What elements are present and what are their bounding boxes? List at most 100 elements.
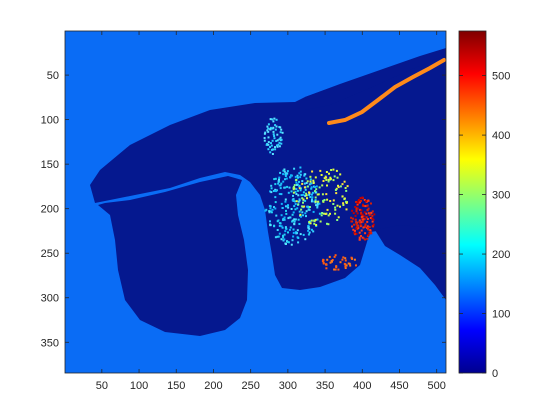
speckle-pixel xyxy=(305,177,308,180)
speckle-pixel xyxy=(295,179,298,181)
speckle-pixel xyxy=(295,200,298,203)
speckle-pixel xyxy=(337,186,340,189)
speckle-pixel xyxy=(364,205,367,208)
speckle-pixel xyxy=(284,200,287,203)
speckle-pixel xyxy=(297,241,300,244)
speckle-pixel xyxy=(343,197,346,200)
speckle-pixel xyxy=(284,175,287,177)
speckle-pixel xyxy=(272,130,275,133)
speckle-pixel xyxy=(362,237,365,240)
speckle-pixel xyxy=(278,141,281,144)
speckle-pixel xyxy=(299,166,302,169)
speckle-pixel xyxy=(275,190,277,193)
speckle-pixel xyxy=(282,234,285,237)
speckle-pixel xyxy=(363,211,366,214)
speckle-pixel xyxy=(291,220,294,223)
speckle-pixel xyxy=(322,258,325,261)
speckle-pixel xyxy=(360,213,363,215)
speckle-pixel xyxy=(294,190,297,193)
speckle-pixel xyxy=(268,211,271,214)
speckle-pixel xyxy=(268,204,271,207)
speckle-pixel xyxy=(317,193,320,196)
speckle-pixel xyxy=(278,176,281,179)
speckle-pixel xyxy=(294,203,297,205)
speckle-pixel xyxy=(280,128,283,131)
speckle-pixel xyxy=(272,190,275,192)
speckle-pixel xyxy=(311,196,314,199)
speckle-pixel xyxy=(358,219,361,222)
speckle-pixel xyxy=(278,193,281,195)
speckle-pixel xyxy=(274,146,276,149)
speckle-pixel xyxy=(282,239,285,242)
speckle-pixel xyxy=(292,194,294,197)
speckle-pixel xyxy=(302,214,304,217)
speckle-pixel xyxy=(292,188,295,191)
speckle-pixel xyxy=(295,184,298,186)
speckle-pixel xyxy=(303,205,306,208)
speckle-pixel xyxy=(276,144,278,147)
speckle-pixel xyxy=(281,207,284,209)
speckle-pixel xyxy=(269,207,272,210)
speckle-pixel xyxy=(292,191,295,194)
speckle-pixel xyxy=(373,213,376,216)
speckle-pixel xyxy=(273,137,276,140)
speckle-pixel xyxy=(325,176,328,179)
speckle-pixel xyxy=(360,209,363,212)
speckle-pixel xyxy=(353,258,356,261)
speckle-pixel xyxy=(286,240,289,243)
speckle-pixel xyxy=(300,194,303,197)
colorbar xyxy=(458,30,487,374)
speckle-pixel xyxy=(281,131,284,134)
speckle-pixel xyxy=(267,136,270,139)
speckle-pixel xyxy=(271,208,274,211)
speckle-pixel xyxy=(358,222,361,225)
speckle-pixel xyxy=(280,214,283,217)
speckle-pixel xyxy=(305,210,308,213)
speckle-pixel xyxy=(269,126,272,129)
speckle-pixel xyxy=(264,209,267,212)
speckle-pixel xyxy=(278,224,281,227)
speckle-pixel xyxy=(295,188,298,191)
speckle-pixel xyxy=(295,232,298,235)
speckle-pixel xyxy=(314,200,317,203)
speckle-pixel xyxy=(314,191,317,194)
speckle-pixel xyxy=(270,142,272,145)
speckle-pixel xyxy=(267,148,270,151)
colorbar-tick-label: 300 xyxy=(492,190,510,202)
speckle-pixel xyxy=(308,222,311,225)
speckle-pixel xyxy=(364,200,367,203)
speckle-pixel xyxy=(280,238,283,241)
speckle-pixel xyxy=(332,179,335,182)
speckle-pixel xyxy=(351,217,354,220)
speckle-pixel xyxy=(281,226,284,229)
speckle-pixel xyxy=(286,170,289,173)
speckle-pixel xyxy=(287,231,289,234)
speckle-pixel xyxy=(363,215,366,218)
speckle-pixel xyxy=(285,205,287,208)
speckle-pixel xyxy=(359,208,362,211)
speckle-pixel xyxy=(313,222,316,225)
speckle-pixel xyxy=(304,194,307,197)
speckle-pixel xyxy=(337,216,340,219)
speckle-pixel xyxy=(283,218,286,221)
speckle-pixel xyxy=(308,221,311,223)
speckle-pixel xyxy=(361,236,364,239)
speckle-pixel xyxy=(283,168,286,171)
speckle-pixel xyxy=(286,185,289,188)
speckle-pixel xyxy=(296,207,299,210)
speckle-pixel xyxy=(335,169,338,172)
speckle-pixel xyxy=(301,211,304,214)
speckle-pixel xyxy=(365,212,368,215)
speckle-pixel xyxy=(290,174,292,177)
speckle-pixel xyxy=(276,145,279,148)
speckle-pixel xyxy=(272,126,275,129)
speckle-pixel xyxy=(297,194,300,197)
speckle-pixel xyxy=(293,167,296,170)
speckle-pixel xyxy=(329,261,332,264)
speckle-pixel xyxy=(358,231,361,234)
speckle-pixel xyxy=(344,187,347,189)
speckle-pixel xyxy=(339,185,342,188)
speckle-pixel xyxy=(285,177,288,180)
speckle-pixel xyxy=(276,220,279,223)
speckle-pixel xyxy=(331,259,334,261)
